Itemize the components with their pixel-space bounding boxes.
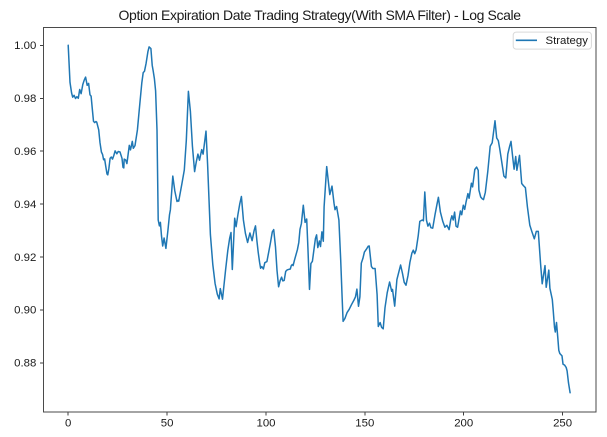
svg-text:1.00: 1.00 (14, 40, 36, 52)
svg-text:Option Expiration Date Trading: Option Expiration Date Trading Strategy(… (119, 7, 522, 23)
svg-text:Strategy: Strategy (546, 35, 589, 47)
svg-text:100: 100 (256, 418, 275, 430)
svg-text:50: 50 (161, 418, 174, 430)
svg-text:200: 200 (454, 418, 473, 430)
svg-text:0.96: 0.96 (14, 146, 36, 158)
svg-text:0: 0 (65, 418, 71, 430)
svg-text:150: 150 (355, 418, 374, 430)
svg-text:250: 250 (553, 418, 572, 430)
svg-text:0.98: 0.98 (14, 93, 36, 105)
svg-text:0.90: 0.90 (14, 305, 36, 317)
svg-text:0.94: 0.94 (14, 199, 36, 211)
svg-text:0.88: 0.88 (14, 358, 36, 370)
svg-text:0.92: 0.92 (14, 252, 36, 264)
